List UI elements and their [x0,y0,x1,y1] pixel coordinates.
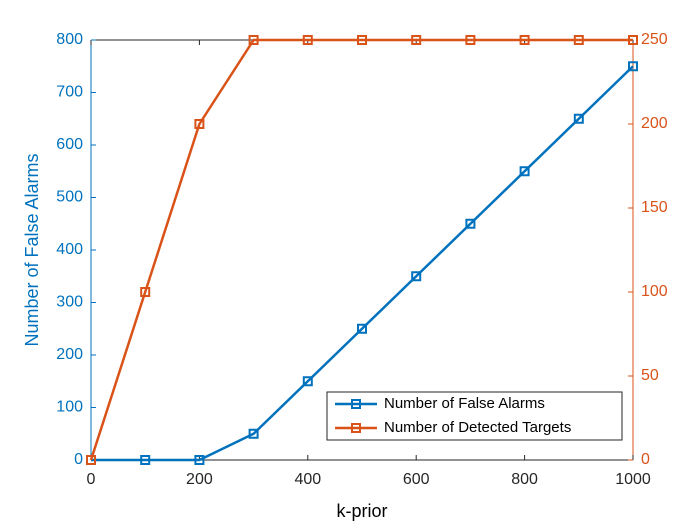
marker [628,35,638,45]
marker [573,35,584,45]
legend-marker [351,423,361,433]
marker [248,428,259,439]
x-tick-label: 400 [294,471,321,488]
marker [140,287,151,297]
x-tick-label: 600 [403,471,430,488]
marker [411,271,422,282]
marker [411,35,422,45]
legend-label: Number of Detected Targets [384,419,571,436]
x-tick-label: 800 [511,471,538,488]
y-tick-label: 800 [56,31,83,48]
y2-tick-label: 250 [641,31,668,48]
legend-label: Number of False Alarms [384,395,545,412]
y2-tick-label: 0 [641,451,650,468]
y-tick-label: 600 [56,136,83,153]
series-line [91,65,634,462]
x-axis-label: k-prior [336,501,387,521]
marker [302,376,313,387]
marker [194,455,205,465]
marker [465,218,476,229]
y-tick-label: 400 [56,241,83,258]
marker [357,35,367,45]
legend-box [326,391,623,441]
x-tick-label: 0 [87,471,96,488]
y2-tick-label: 200 [641,115,668,132]
y-tick-label: 500 [56,189,83,206]
legend-marker [351,399,361,409]
marker [519,166,530,177]
y2-tick-label: 50 [641,367,659,384]
x-tick-label: 1000 [615,471,651,488]
y2-tick-label: 100 [641,283,668,300]
marker [465,35,476,45]
marker [194,119,205,129]
y-tick-label: 700 [56,84,83,101]
y-tick-label: 200 [56,346,83,363]
marker [86,455,96,465]
y-axis-label: Number of False Alarms [22,153,42,346]
marker [140,455,151,465]
y-tick-label: 100 [56,399,83,416]
marker [573,113,584,124]
marker [302,35,313,45]
x-tick-label: 200 [186,471,213,488]
marker [357,323,367,334]
series-line [89,38,633,461]
y-tick-label: 300 [56,294,83,311]
marker [248,35,259,45]
y2-tick-label: 150 [641,199,668,216]
marker [628,61,638,72]
marker [519,35,530,45]
y-tick-label: 0 [74,451,83,468]
